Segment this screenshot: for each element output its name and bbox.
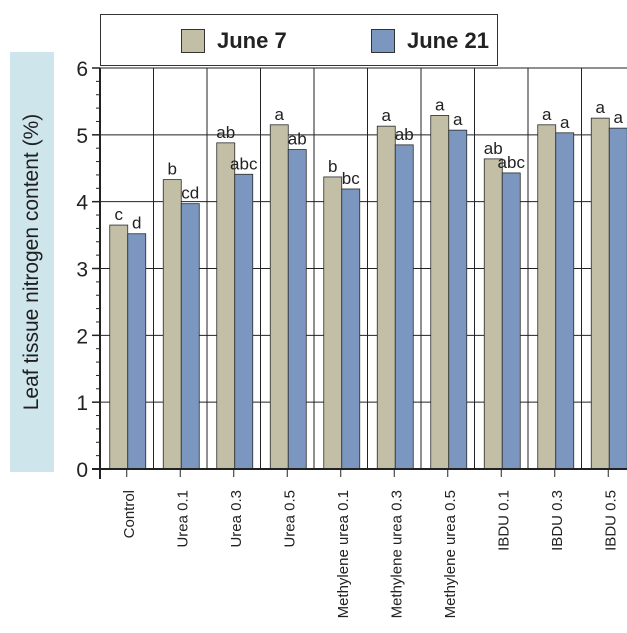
bar-june-7-3 [269, 124, 289, 470]
x-tick-label-0: Control [121, 490, 138, 538]
bar-june-21-7 [501, 172, 521, 470]
significance-letter-june-7-0: c [115, 205, 124, 224]
y-tick-label-0: 0 [76, 459, 88, 482]
bar-june-7-6 [430, 115, 450, 470]
significance-letter-june-21-5: ab [395, 125, 414, 144]
bar-june-7-0 [109, 224, 129, 470]
bar-june-7-1 [162, 179, 182, 470]
bar-june-21-4 [341, 188, 361, 470]
legend-item-june-7: June 7 [181, 28, 287, 54]
x-tick-label-7: IBDU 0.1 [495, 490, 512, 551]
bar-june-7-7 [483, 158, 503, 470]
legend-swatch-june-21 [371, 29, 395, 53]
bar-june-7-4 [323, 176, 343, 470]
significance-letter-june-7-6: a [435, 95, 445, 114]
bar-june-21-1 [180, 203, 200, 470]
x-tick-label-6: Methylene urea 0.5 [442, 490, 459, 618]
legend-item-june-21: June 21 [371, 28, 489, 54]
significance-letter-june-21-4: bc [342, 169, 360, 188]
y-axis-label-background [10, 52, 54, 472]
x-tick-label-9: IBDU 0.5 [602, 490, 619, 551]
significance-letter-june-21-0: d [132, 214, 141, 233]
y-tick-label-1: 1 [76, 392, 88, 415]
significance-letter-june-7-8: a [542, 105, 552, 124]
legend: June 7 June 21 [100, 14, 498, 66]
significance-letter-june-7-3: a [275, 105, 285, 124]
significance-letter-june-21-2: abc [230, 154, 258, 173]
significance-letter-june-7-5: a [382, 106, 392, 125]
bar-june-7-2 [216, 142, 236, 470]
significance-letter-june-7-9: a [596, 98, 606, 117]
bar-june-21-3 [287, 149, 307, 470]
y-tick-label-2: 2 [76, 325, 88, 348]
bar-june-7-9 [590, 117, 610, 470]
legend-label-june-7: June 7 [217, 28, 287, 53]
bar-june-7-5 [376, 125, 396, 470]
bar-june-21-2 [234, 173, 254, 470]
significance-letter-june-21-6: a [453, 110, 463, 129]
bar-june-21-0 [127, 233, 147, 470]
x-tick-label-1: Urea 0.1 [174, 490, 191, 548]
significance-letter-june-21-7: abc [498, 153, 526, 172]
y-tick-label-6: 6 [76, 58, 88, 81]
significance-letter-june-7-4: b [328, 157, 337, 176]
x-tick-label-8: IBDU 0.3 [549, 490, 566, 551]
significance-letter-june-7-1: b [168, 160, 177, 179]
x-tick-label-3: Urea 0.5 [281, 490, 298, 548]
significance-letter-june-21-1: cd [181, 184, 199, 203]
significance-letter-june-7-7: ab [484, 139, 503, 158]
x-tick-label-5: Methylene urea 0.3 [388, 490, 405, 618]
bar-june-21-6 [448, 129, 468, 470]
bar-june-7-8 [537, 124, 557, 470]
bar-june-21-5 [394, 144, 414, 470]
legend-swatch-june-7 [181, 29, 205, 53]
y-tick-label-5: 5 [76, 125, 88, 148]
significance-letter-june-21-3: ab [288, 130, 307, 149]
legend-label-june-21: June 21 [407, 28, 489, 53]
bar-june-21-8 [555, 132, 575, 470]
significance-letter-june-7-2: ab [216, 123, 235, 142]
x-tick-label-4: Methylene urea 0.1 [335, 490, 352, 618]
y-tick-label-4: 4 [76, 192, 88, 215]
significance-letter-june-21-8: a [560, 113, 570, 132]
significance-letter-june-21-9: a [614, 108, 624, 127]
x-tick-label-2: Urea 0.3 [228, 490, 245, 548]
y-tick-label-3: 3 [76, 259, 88, 282]
bar-june-21-9 [608, 127, 627, 470]
